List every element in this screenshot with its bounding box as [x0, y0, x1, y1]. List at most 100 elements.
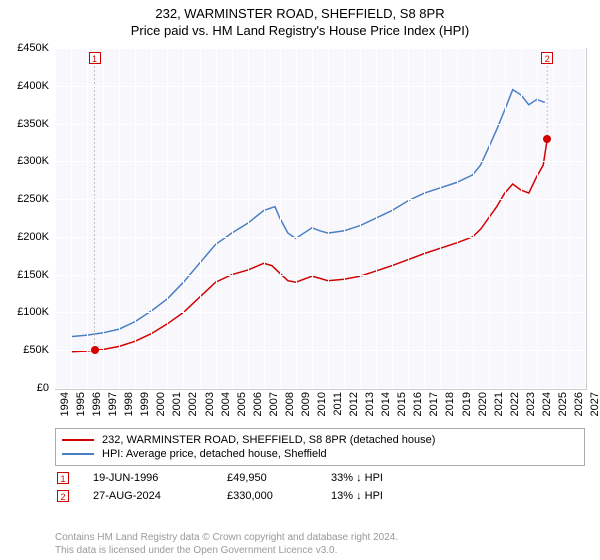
x-axis-label: 1995	[75, 392, 87, 416]
x-axis-label: 2001	[171, 392, 183, 416]
gridline-v	[183, 48, 184, 388]
x-axis-label: 2015	[396, 392, 408, 416]
x-axis-label: 2018	[444, 392, 456, 416]
x-axis-label: 1996	[91, 392, 103, 416]
x-axis-label: 2004	[220, 392, 232, 416]
gridline-v	[55, 48, 56, 388]
sale-data-point	[543, 135, 551, 143]
gridline-v	[87, 48, 88, 388]
legend-section: 232, WARMINSTER ROAD, SHEFFIELD, S8 8PR …	[55, 428, 585, 502]
legend-item: 232, WARMINSTER ROAD, SHEFFIELD, S8 8PR …	[62, 433, 578, 447]
sale-row-marker: 2	[57, 490, 69, 502]
sale-row: 1 19-JUN-1996 £49,950 33% ↓ HPI	[55, 466, 585, 484]
y-axis-label: £450K	[17, 42, 49, 54]
footer-line-2: This data is licensed under the Open Gov…	[55, 545, 398, 558]
sale-data-point	[91, 346, 99, 354]
x-axis-label: 2009	[300, 392, 312, 416]
y-axis-label: £200K	[17, 231, 49, 243]
sale-price: £49,950	[227, 472, 307, 484]
chart-plot-area: £0£50K£100K£150K£200K£250K£300K£350K£400…	[55, 48, 585, 388]
x-axis-label: 2008	[284, 392, 296, 416]
x-axis-label: 2010	[316, 392, 328, 416]
y-axis-label: £400K	[17, 80, 49, 92]
x-axis-label: 2021	[493, 392, 505, 416]
legend-item: HPI: Average price, detached house, Shef…	[62, 447, 578, 461]
title-address: 232, WARMINSTER ROAD, SHEFFIELD, S8 8PR	[0, 6, 600, 23]
x-axis-label: 2006	[252, 392, 264, 416]
gridline-v	[360, 48, 361, 388]
gridline-v	[167, 48, 168, 388]
sale-date: 19-JUN-1996	[93, 472, 203, 484]
chart-title-block: 232, WARMINSTER ROAD, SHEFFIELD, S8 8PR …	[0, 0, 600, 40]
gridline-h	[55, 388, 585, 389]
sale-date: 27-AUG-2024	[93, 490, 203, 502]
gridline-v	[151, 48, 152, 388]
gridline-v	[248, 48, 249, 388]
x-axis-label: 2003	[204, 392, 216, 416]
sale-marker-box: 1	[89, 52, 101, 64]
gridline-v	[119, 48, 120, 388]
gridline-v	[440, 48, 441, 388]
x-axis-label: 2013	[364, 392, 376, 416]
y-axis-label: £150K	[17, 269, 49, 281]
legend-swatch	[62, 453, 94, 455]
gridline-v	[457, 48, 458, 388]
gridline-v	[232, 48, 233, 388]
gridline-v	[489, 48, 490, 388]
x-axis-label: 2014	[380, 392, 392, 416]
x-axis-label: 1994	[59, 392, 71, 416]
x-axis-label: 2019	[461, 392, 473, 416]
x-axis-label: 2000	[155, 392, 167, 416]
sale-diff: 33% ↓ HPI	[331, 472, 431, 484]
x-axis-label: 2024	[541, 392, 553, 416]
sale-price: £330,000	[227, 490, 307, 502]
y-axis-label: £0	[37, 382, 49, 394]
gridline-v	[296, 48, 297, 388]
x-axis-label: 2002	[187, 392, 199, 416]
gridline-v	[392, 48, 393, 388]
x-axis-label: 2025	[557, 392, 569, 416]
gridline-v	[328, 48, 329, 388]
gridline-v	[312, 48, 313, 388]
sale-row-marker: 1	[57, 472, 69, 484]
gridline-v	[280, 48, 281, 388]
gridline-v	[216, 48, 217, 388]
gridline-v	[71, 48, 72, 388]
gridline-v	[553, 48, 554, 388]
footer-attribution: Contains HM Land Registry data © Crown c…	[55, 532, 398, 557]
gridline-v	[521, 48, 522, 388]
gridline-v	[505, 48, 506, 388]
gridline-v	[200, 48, 201, 388]
sale-diff: 13% ↓ HPI	[331, 490, 431, 502]
gridline-v	[537, 48, 538, 388]
x-axis-label: 2016	[412, 392, 424, 416]
x-axis-label: 2026	[573, 392, 585, 416]
x-axis-label: 2017	[428, 392, 440, 416]
gridline-v	[103, 48, 104, 388]
series-line	[71, 90, 545, 337]
gridline-v	[344, 48, 345, 388]
gridline-v	[473, 48, 474, 388]
x-axis-label: 2007	[268, 392, 280, 416]
gridline-v	[376, 48, 377, 388]
x-axis-label: 2011	[332, 392, 344, 416]
y-axis-label: £350K	[17, 118, 49, 130]
title-subtitle: Price paid vs. HM Land Registry's House …	[0, 23, 600, 40]
gridline-v	[569, 48, 570, 388]
y-axis-label: £250K	[17, 193, 49, 205]
x-axis-label: 2005	[236, 392, 248, 416]
footer-line-1: Contains HM Land Registry data © Crown c…	[55, 532, 398, 545]
sale-marker-box: 2	[541, 52, 553, 64]
x-axis-label: 2012	[348, 392, 360, 416]
y-axis-label: £300K	[17, 155, 49, 167]
x-axis-label: 1997	[107, 392, 119, 416]
legend-label: HPI: Average price, detached house, Shef…	[102, 448, 327, 460]
gridline-v	[424, 48, 425, 388]
x-axis-label: 1999	[139, 392, 151, 416]
x-axis-label: 2022	[509, 392, 521, 416]
legend-box: 232, WARMINSTER ROAD, SHEFFIELD, S8 8PR …	[55, 428, 585, 466]
legend-label: 232, WARMINSTER ROAD, SHEFFIELD, S8 8PR …	[102, 434, 435, 446]
x-axis-label: 2027	[589, 392, 600, 416]
y-axis-label: £50K	[23, 344, 49, 356]
x-axis-label: 1998	[123, 392, 135, 416]
